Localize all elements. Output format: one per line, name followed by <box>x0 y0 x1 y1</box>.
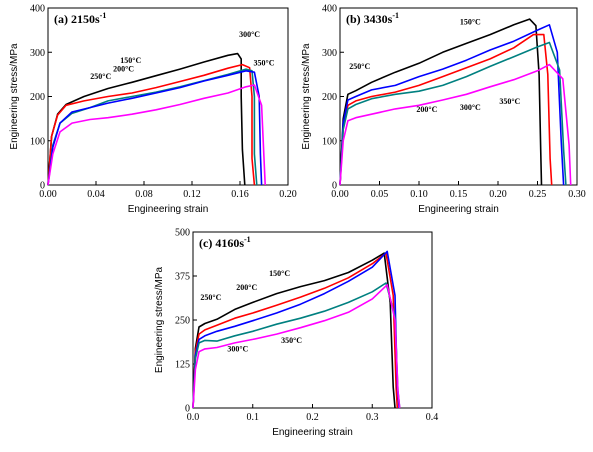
series-line-350c <box>339 63 572 186</box>
y-tick-label: 0 <box>40 181 45 192</box>
strain-rate-exponent: -1 <box>244 235 251 244</box>
series-line-350c <box>47 84 266 186</box>
y-tick-label: 400 <box>30 4 45 15</box>
series-annotation: 350°C <box>281 336 302 345</box>
y-tick-label: 300 <box>30 48 45 59</box>
series-annotation: 200°C <box>113 65 134 74</box>
series-line-350c <box>192 283 401 409</box>
y-tick-label: 200 <box>322 92 337 103</box>
series-annotation: 250°C <box>90 72 111 81</box>
x-tick-label: 0.3 <box>366 412 379 423</box>
y-tick-label: 100 <box>322 136 337 147</box>
x-tick-label: 0.16 <box>231 189 249 200</box>
x-axis-label: Engineering strain <box>418 204 499 215</box>
panel-letter: (b) <box>346 12 364 26</box>
x-tick-label: 0.4 <box>426 412 439 423</box>
y-tick-label: 400 <box>322 4 337 15</box>
x-tick-label: 0.04 <box>87 189 105 200</box>
y-tick-label: 200 <box>30 92 45 103</box>
panel-letter: (c) <box>199 236 215 250</box>
panel-c: 0.0 0.1 0.2 0.3 0.4 0 125 250 375 500 150°C 200°C 25… <box>154 228 438 439</box>
panel-letter: (a) <box>54 12 71 26</box>
series-annotation: 150°C <box>120 56 141 65</box>
strain-rate: 4160s <box>215 236 244 250</box>
x-tick-label: 0.10 <box>410 189 428 200</box>
strain-rate-exponent: -1 <box>100 11 107 20</box>
y-tick-label: 0 <box>185 404 190 415</box>
x-tick-label: 0.2 <box>306 412 319 423</box>
series-line-250c <box>192 250 400 409</box>
series-line-200c <box>339 33 553 186</box>
x-tick-label: 0.00 <box>331 189 349 200</box>
series-line-150c <box>192 252 396 409</box>
series-annotation: 200°C <box>236 283 257 292</box>
series-annotation: 250°C <box>200 293 221 302</box>
x-tick-label: 0.08 <box>135 189 153 200</box>
series-annotation: 250°C <box>349 62 370 71</box>
x-tick-label: 0.20 <box>489 189 507 200</box>
y-tick-label: 125 <box>175 360 190 371</box>
series-line-300c <box>339 41 567 186</box>
x-axis-label: Engineering strain <box>272 427 353 438</box>
series-annotation: 150°C <box>269 269 290 278</box>
series-line-150c <box>47 52 246 186</box>
panel-a: 0.00 0.04 0.08 0.12 0.16 0.20 0 100 200 300 400 150… <box>9 4 297 216</box>
series-annotation: 300°C <box>460 103 481 112</box>
x-tick-label: 0.30 <box>568 189 586 200</box>
series-annotation: 300°C <box>239 30 260 39</box>
series-line-300c <box>47 70 263 186</box>
x-tick-label: 0.15 <box>450 189 468 200</box>
y-axis-label: Engineering stress/MPa <box>301 43 312 150</box>
y-tick-label: 100 <box>30 136 45 147</box>
panel-b: 0.00 0.05 0.10 0.15 0.20 0.25 0.30 0 100 200 300 40… <box>301 4 586 216</box>
series-line-200c <box>192 252 399 409</box>
series-line-200c <box>47 63 256 186</box>
series-annotation: 150°C <box>460 17 481 26</box>
y-tick-label: 300 <box>322 48 337 59</box>
x-tick-label: 0.12 <box>183 189 201 200</box>
x-tick-label: 0.20 <box>279 189 297 200</box>
y-tick-label: 250 <box>175 316 190 327</box>
panel-label: (a) 2150s-1 <box>54 11 106 26</box>
panel-label: (c) 4160s-1 <box>199 235 251 250</box>
x-tick-label: 0.0 <box>187 412 200 423</box>
x-tick-label: 0.1 <box>247 412 260 423</box>
y-axis-label: Engineering stress/MPa <box>9 43 20 150</box>
x-axis-label: Engineering strain <box>128 204 209 215</box>
series-annotation: 300°C <box>227 345 248 354</box>
x-tick-label: 0.25 <box>529 189 547 200</box>
series-annotation: 200°C <box>416 105 437 114</box>
y-tick-label: 0 <box>332 181 337 192</box>
panel-label: (b) 3430s-1 <box>346 11 399 26</box>
y-axis-label: Engineering stress/MPa <box>154 266 165 373</box>
y-tick-label: 500 <box>175 228 190 239</box>
series-annotation: 350°C <box>254 59 275 68</box>
strain-rate-exponent: -1 <box>392 11 399 20</box>
series-line-250c <box>339 23 565 186</box>
series-annotation: 350°C <box>499 97 520 106</box>
x-tick-label: 0.00 <box>39 189 57 200</box>
series-line-150c <box>339 18 543 186</box>
strain-rate: 3430s <box>364 12 393 26</box>
y-tick-label: 375 <box>175 272 190 283</box>
series-line-250c <box>47 68 258 186</box>
strain-rate: 2150s <box>71 12 100 26</box>
x-tick-label: 0.05 <box>371 189 389 200</box>
